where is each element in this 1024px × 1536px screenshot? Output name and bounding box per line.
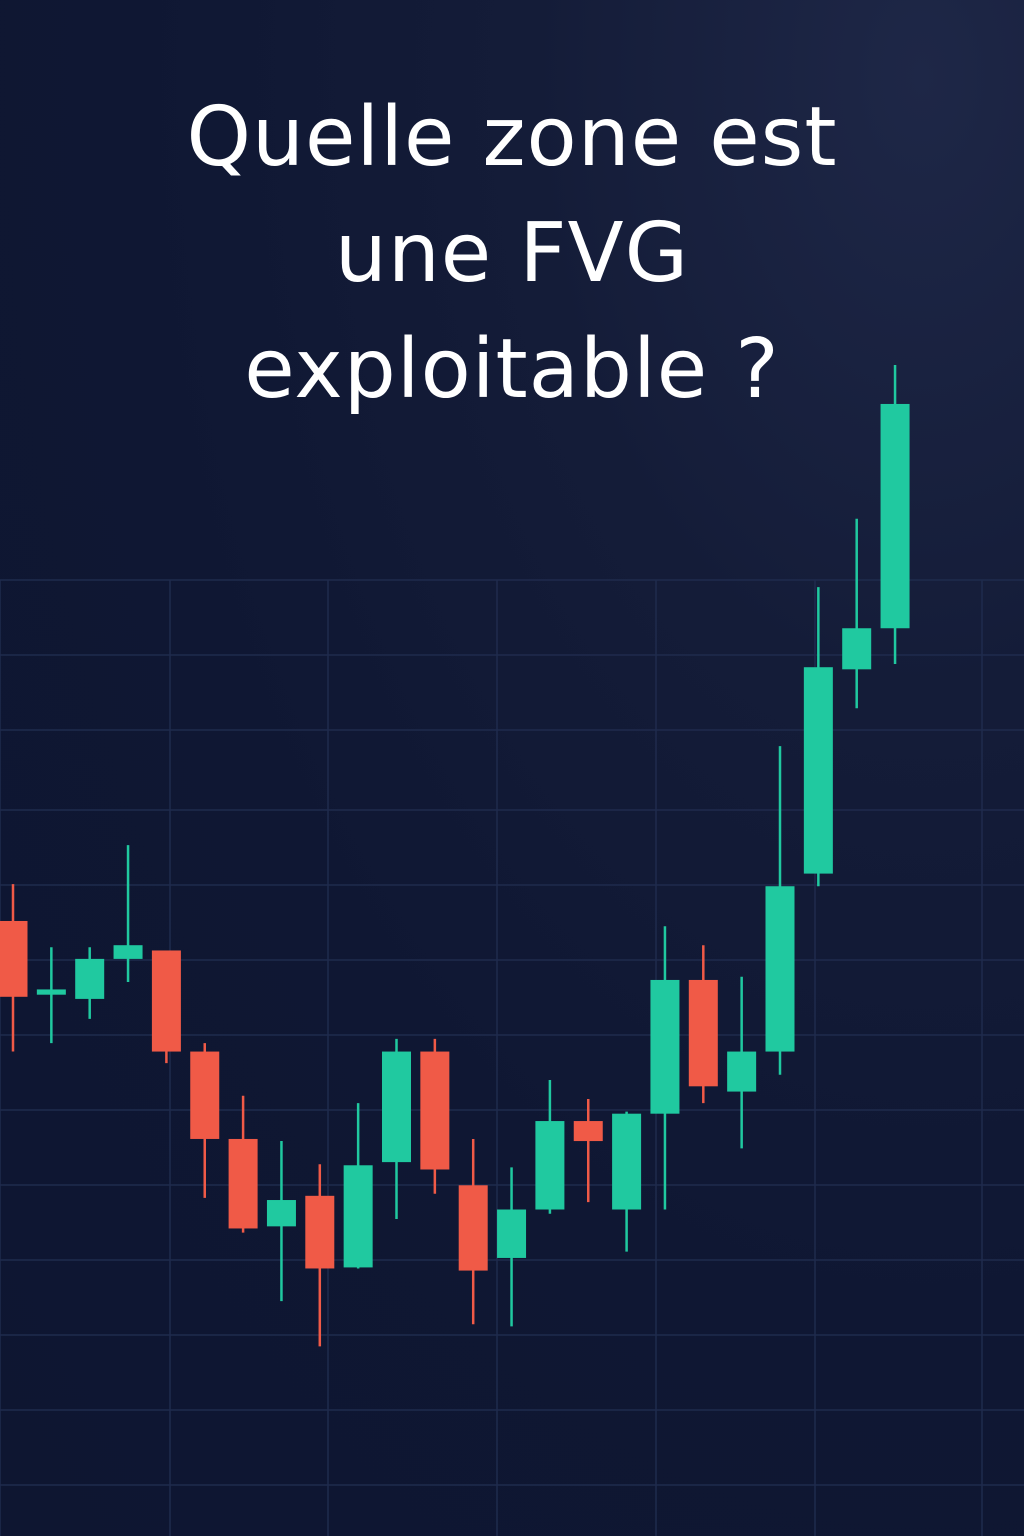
- candle-bearish: [190, 1043, 220, 1198]
- candle-body: [382, 1051, 411, 1163]
- candle-bullish: [765, 746, 795, 1075]
- candle-body: [305, 1195, 335, 1269]
- candle-bearish: [420, 1038, 450, 1194]
- candle-body: [113, 945, 143, 959]
- candle-bullish: [113, 845, 143, 983]
- candle-body: [343, 1165, 373, 1268]
- candle-body: [266, 1200, 296, 1227]
- candle-body: [228, 1138, 258, 1229]
- page-title: Quelle zone est une FVG exploitable ?: [0, 80, 1024, 428]
- title-line-1: Quelle zone est: [186, 90, 838, 185]
- candle-body: [190, 1051, 220, 1139]
- candles: [0, 365, 910, 1347]
- candle-bearish: [458, 1138, 488, 1325]
- candle-body: [688, 979, 718, 1087]
- candle-bullish: [880, 365, 910, 665]
- candle-bearish: [151, 950, 181, 1064]
- candle-body: [765, 886, 795, 1052]
- candle-body: [612, 1113, 642, 1210]
- candle-body: [458, 1185, 488, 1271]
- candle-body: [151, 950, 181, 1052]
- chart-grid: [0, 579, 1024, 1536]
- candle-bullish: [803, 587, 833, 887]
- candle-bullish: [727, 976, 757, 1149]
- candle-body: [803, 667, 833, 874]
- candle-bearish: [0, 884, 28, 1052]
- candle-bearish: [228, 1095, 258, 1233]
- candle-bullish: [75, 947, 105, 1019]
- candle-body: [75, 958, 105, 999]
- candle-body: [842, 628, 872, 670]
- candle-bullish: [343, 1103, 373, 1269]
- candle-bullish: [650, 926, 680, 1210]
- candle-bullish: [266, 1141, 296, 1302]
- candle-body: [497, 1209, 527, 1258]
- candle-body: [420, 1051, 450, 1170]
- candle-bearish: [573, 1098, 603, 1203]
- candle-bearish: [688, 945, 718, 1104]
- candle-body: [650, 979, 680, 1114]
- title-line-2: une FVG: [334, 206, 690, 301]
- candle-body: [727, 1051, 757, 1092]
- candle-body: [36, 989, 66, 995]
- candle-bullish: [535, 1079, 565, 1214]
- candle-bearish: [305, 1164, 335, 1347]
- title-line-3: exploitable ?: [244, 322, 780, 417]
- candle-body: [880, 403, 910, 629]
- candle-body: [0, 920, 28, 997]
- candle-body: [573, 1121, 603, 1142]
- candle-bullish: [497, 1167, 527, 1327]
- candle-bullish: [36, 947, 66, 1044]
- candle-bullish: [842, 518, 872, 709]
- candle-bullish: [382, 1038, 411, 1219]
- candle-body: [535, 1121, 565, 1210]
- candle-bullish: [612, 1111, 642, 1252]
